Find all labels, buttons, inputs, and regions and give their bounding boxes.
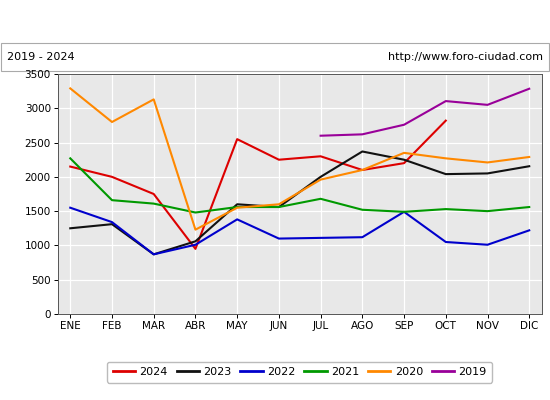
FancyBboxPatch shape: [1, 43, 549, 71]
Legend: 2024, 2023, 2022, 2021, 2020, 2019: 2024, 2023, 2022, 2021, 2020, 2019: [107, 362, 492, 383]
Text: 2019 - 2024: 2019 - 2024: [7, 52, 74, 62]
Text: Evolucion Nº Turistas Nacionales en el municipio de Marchamalo: Evolucion Nº Turistas Nacionales en el m…: [49, 14, 501, 28]
Text: http://www.foro-ciudad.com: http://www.foro-ciudad.com: [388, 52, 543, 62]
